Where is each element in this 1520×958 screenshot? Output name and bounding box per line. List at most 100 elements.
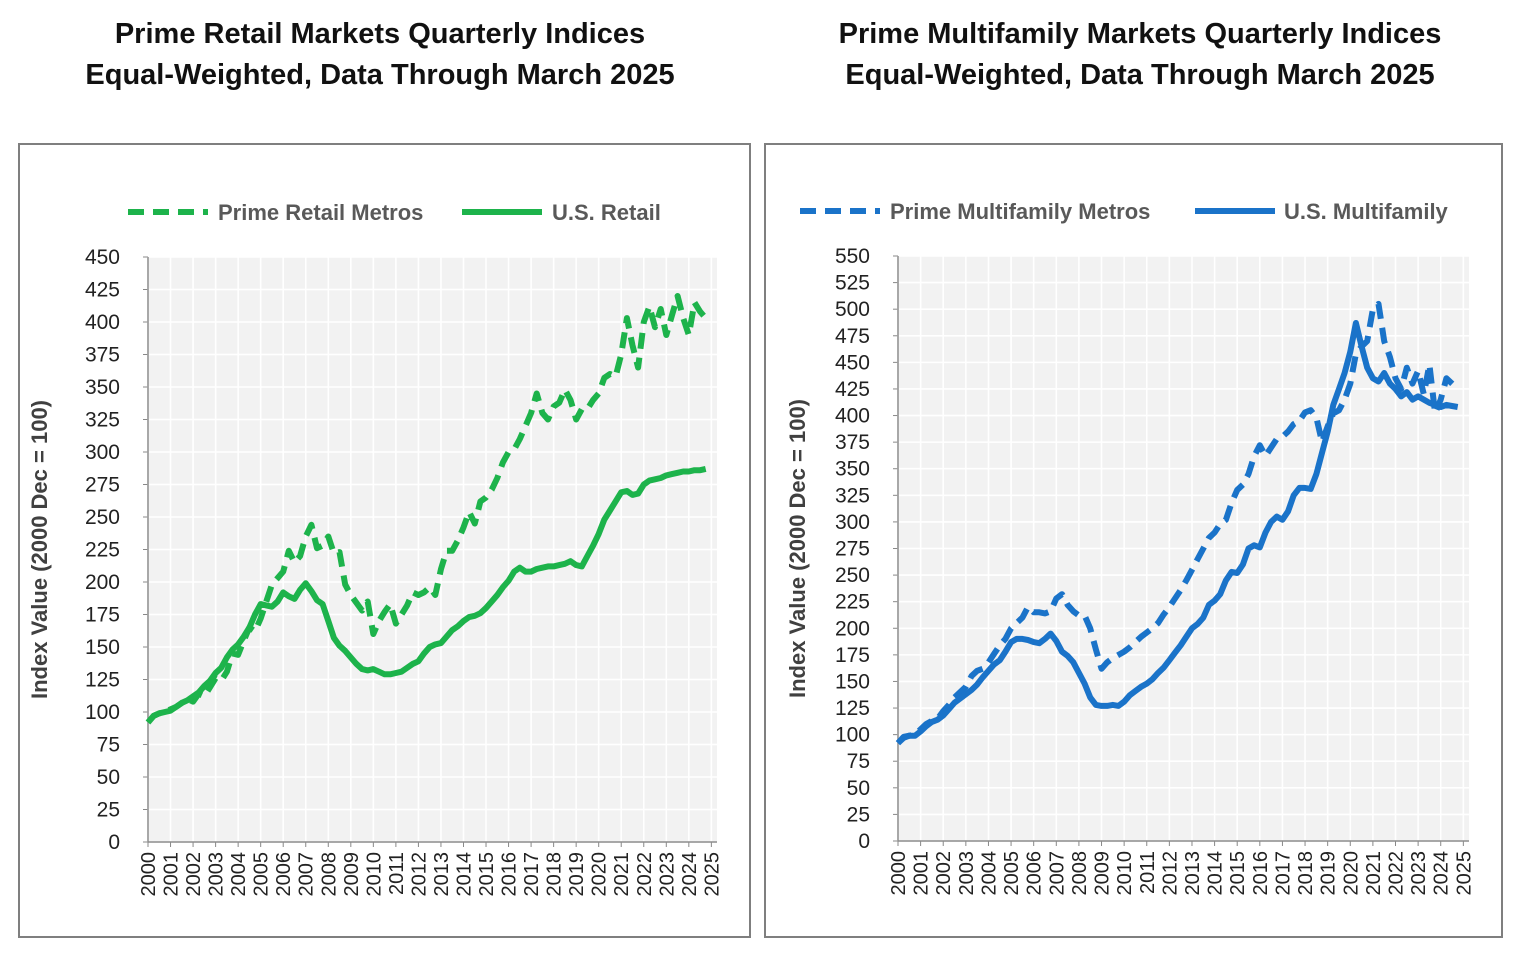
multifamily-x-tick-label: 2021: [1363, 851, 1385, 896]
multifamily-y-tick-label: 100: [835, 724, 870, 747]
retail-x-tick-label: 2019: [566, 852, 588, 897]
multifamily-y-tick-label: 250: [835, 564, 870, 587]
retail-line-chart: 0 25 50 75 100 125 150 175 200 225 250 275 300 325 350…: [27, 200, 723, 897]
retail-x-tick-label: 2018: [544, 852, 566, 897]
retail-x-tick-label: 2008: [318, 852, 340, 897]
retail-x-tick-label: 2004: [228, 852, 250, 897]
multifamily-x-tick-label: 2023: [1408, 851, 1430, 896]
retail-chart-title: Prime Retail Markets Quarterly Indices E…: [0, 14, 760, 96]
retail-x-tick-label: 2025: [701, 852, 723, 897]
retail-x-tick-label: 2007: [296, 852, 318, 897]
multifamily-x-tick-label: 2019: [1318, 851, 1340, 896]
multifamily-y-tick-label: 500: [835, 298, 870, 321]
retail-x-tick-label: 2005: [251, 852, 273, 897]
multifamily-chart-panel: Prime Multifamily Markets Quarterly Indi…: [760, 0, 1520, 958]
retail-y-tick-label: 125: [85, 669, 120, 692]
multifamily-y-tick-label: 50: [847, 777, 870, 800]
retail-x-tick-label: 2000: [138, 852, 160, 897]
multifamily-series-line-prime-metros: [895, 300, 1460, 746]
multifamily-x-tick-label: 2006: [1024, 851, 1046, 896]
multifamily-y-tick-label: 150: [835, 670, 870, 693]
multifamily-y-tick-label: 375: [835, 431, 870, 454]
retail-x-tick-label: 2010: [363, 852, 385, 897]
multifamily-y-tick-label: 225: [835, 591, 870, 614]
multifamily-x-tick-label: 2016: [1250, 851, 1272, 896]
retail-y-tick-label: 400: [85, 311, 120, 334]
retail-x-tick-label: 2002: [183, 852, 205, 897]
retail-y-tick-label: 75: [97, 734, 120, 757]
retail-x-tick-label: 2001: [161, 852, 183, 897]
multifamily-title-line1: Prime Multifamily Markets Quarterly Indi…: [838, 18, 1442, 50]
multifamily-legend-label: U.S. Multifamily: [1284, 199, 1449, 224]
multifamily-x-tick-label: 2014: [1205, 851, 1227, 896]
retail-x-tick-label: 2023: [656, 852, 678, 897]
retail-x-tick-label: 2015: [476, 852, 498, 897]
multifamily-x-tick-label: 2015: [1227, 851, 1249, 896]
retail-x-tick-label: 2011: [386, 852, 408, 895]
multifamily-y-tick-label: 125: [835, 697, 870, 720]
retail-series-line-us-total: [145, 465, 707, 725]
multifamily-line-chart: 0 25 50 75 100 125 150 175 200 225 250 275 300 325 350…: [785, 199, 1475, 896]
retail-y-tick-label: 150: [85, 636, 120, 659]
retail-x-tick-label: 2014: [453, 852, 475, 897]
multifamily-y-tick-label: 325: [835, 484, 870, 507]
multifamily-y-tick-label: 0: [858, 830, 870, 853]
multifamily-y-tick-label: 275: [835, 538, 870, 561]
retail-series-line-prime-metros: [145, 293, 708, 725]
multifamily-x-tick-label: 2020: [1340, 851, 1362, 896]
retail-y-tick-label: 100: [85, 701, 120, 724]
multifamily-x-tick-label: 2011: [1137, 851, 1159, 894]
retail-x-tick-label: 2013: [431, 852, 453, 897]
retail-y-tick-label: 250: [85, 506, 120, 529]
retail-y-tick-label: 425: [85, 279, 120, 302]
multifamily-y-tick-label: 25: [847, 803, 870, 826]
multifamily-y-tick-label: 475: [835, 325, 870, 348]
multifamily-x-tick-label: 2024: [1431, 851, 1453, 896]
retail-y-tick-label: 450: [85, 246, 120, 269]
retail-x-tick-label: 2009: [341, 852, 363, 897]
multifamily-chart-title: Prime Multifamily Markets Quarterly Indi…: [760, 14, 1520, 96]
multifamily-x-tick-label: 2000: [888, 851, 910, 896]
multifamily-y-tick-label: 200: [835, 617, 870, 640]
multifamily-y-tick-label: 400: [835, 405, 870, 428]
multifamily-y-tick-label: 450: [835, 351, 870, 374]
retail-legend-label: Prime Retail Metros: [218, 200, 423, 225]
multifamily-x-tick-label: 2005: [1001, 851, 1023, 896]
retail-x-tick-label: 2003: [206, 852, 228, 897]
retail-x-tick-label: 2017: [521, 852, 543, 897]
multifamily-x-tick-label: 2002: [933, 851, 955, 896]
retail-y-tick-label: 275: [85, 474, 120, 497]
multifamily-y-tick-label: 175: [835, 644, 870, 667]
multifamily-x-tick-label: 2003: [956, 851, 978, 896]
multifamily-y-tick-label: 350: [835, 458, 870, 481]
retail-legend-label: U.S. Retail: [552, 200, 661, 225]
retail-chart-frame: [18, 143, 751, 938]
retail-y-tick-label: 25: [97, 799, 120, 822]
multifamily-series-line-us-total: [895, 320, 1459, 746]
multifamily-x-tick-label: 2001: [911, 851, 933, 896]
retail-y-tick-label: 225: [85, 539, 120, 562]
retail-x-tick-label: 2021: [611, 852, 633, 897]
multifamily-chart-frame: [764, 143, 1503, 938]
multifamily-title-line2: Equal-Weighted, Data Through March 2025: [845, 59, 1435, 91]
retail-y-tick-label: 200: [85, 571, 120, 594]
multifamily-y-tick-label: 300: [835, 511, 870, 534]
retail-y-axis-label: Index Value (2000 Dec = 100): [27, 400, 52, 699]
multifamily-x-tick-label: 2013: [1182, 851, 1204, 896]
retail-y-tick-label: 325: [85, 409, 120, 432]
multifamily-y-tick-label: 425: [835, 378, 870, 401]
multifamily-y-tick-label: 525: [835, 272, 870, 295]
retail-y-tick-label: 350: [85, 376, 120, 399]
retail-x-tick-label: 2016: [499, 852, 521, 897]
retail-chart-panel: Prime Retail Markets Quarterly Indices E…: [0, 14, 760, 938]
retail-title-line2: Equal-Weighted, Data Through March 2025: [85, 59, 675, 91]
multifamily-x-tick-label: 2012: [1159, 851, 1181, 896]
multifamily-x-tick-label: 2017: [1272, 851, 1294, 896]
retail-x-tick-label: 2006: [273, 852, 295, 897]
multifamily-y-axis-label: Index Value (2000 Dec = 100): [785, 399, 810, 698]
retail-y-tick-label: 50: [97, 766, 120, 789]
multifamily-x-tick-label: 2025: [1453, 851, 1475, 896]
multifamily-x-tick-label: 2008: [1069, 851, 1091, 896]
retail-y-tick-label: 175: [85, 604, 120, 627]
retail-x-tick-label: 2024: [679, 852, 701, 897]
